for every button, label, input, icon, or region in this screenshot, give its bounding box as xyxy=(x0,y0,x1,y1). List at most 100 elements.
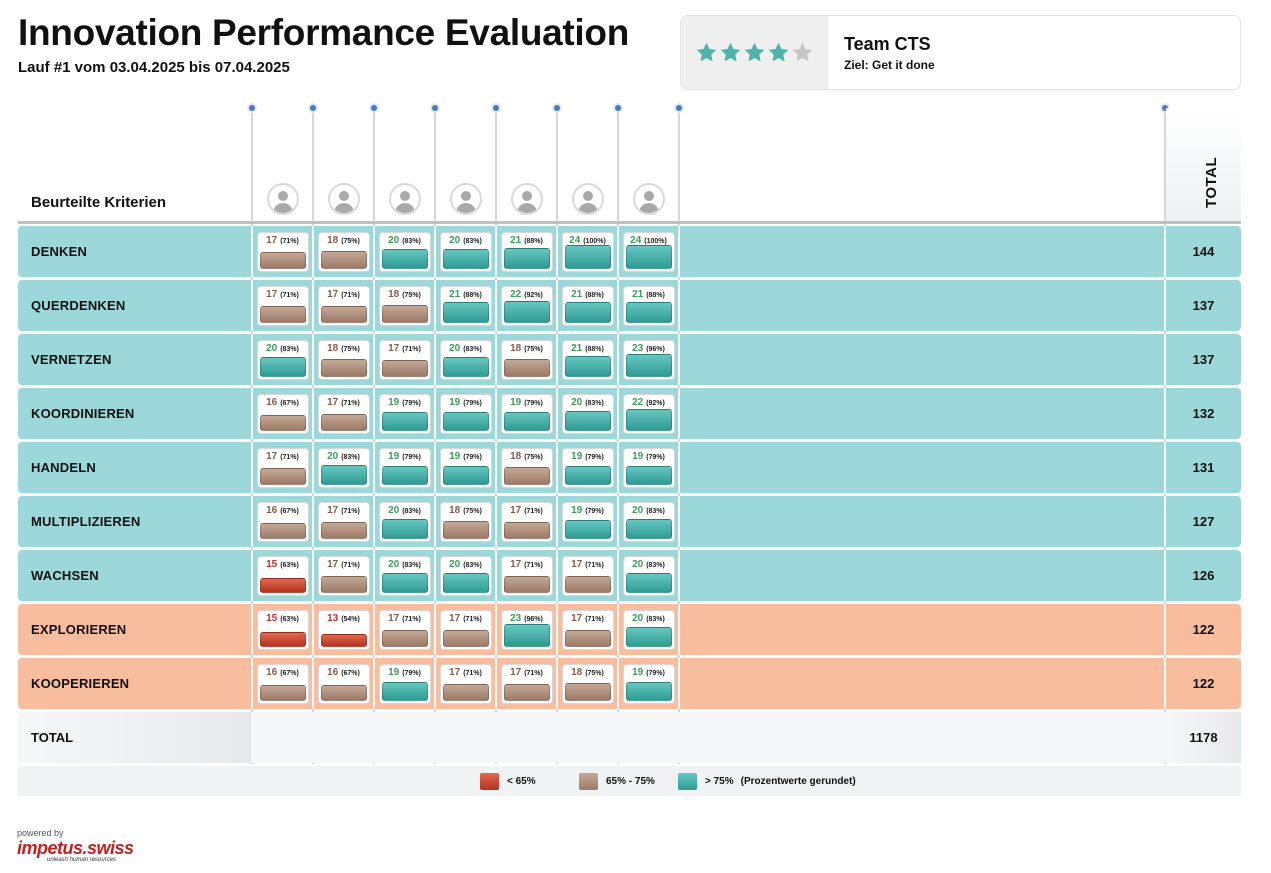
score-cell[interactable]: 16 (67%) xyxy=(317,664,370,704)
score-cell[interactable]: 19 (79%) xyxy=(622,448,675,488)
score-cell[interactable]: 20 (83%) xyxy=(622,610,675,650)
score-cell[interactable]: 17 (71%) xyxy=(317,502,370,542)
score-cell[interactable]: 20 (83%) xyxy=(378,502,431,542)
score-bar xyxy=(442,573,489,593)
score-cell[interactable]: 15 (63%) xyxy=(256,610,309,650)
score-cell[interactable]: 16 (67%) xyxy=(256,394,309,434)
score-cell[interactable]: 19 (79%) xyxy=(622,664,675,704)
score-cell[interactable]: 17 (71%) xyxy=(256,448,309,488)
score-cell[interactable]: 17 (71%) xyxy=(378,610,431,650)
score-cell[interactable]: 16 (67%) xyxy=(256,502,309,542)
score-percent: (79%) xyxy=(583,454,604,461)
score-percent: (83%) xyxy=(400,562,421,569)
column-handle[interactable] xyxy=(613,103,623,113)
score-cell[interactable]: 17 (71%) xyxy=(317,556,370,596)
score-value: 17 (71%) xyxy=(327,559,360,570)
score-cell[interactable]: 22 (92%) xyxy=(500,286,553,326)
score-cell[interactable]: 20 (83%) xyxy=(439,232,492,272)
score-value: 15 (63%) xyxy=(266,559,299,570)
score-cell[interactable]: 17 (71%) xyxy=(256,286,309,326)
score-percent: (67%) xyxy=(278,400,299,407)
score-cell[interactable]: 17 (71%) xyxy=(439,610,492,650)
score-percent: (79%) xyxy=(400,400,421,407)
participant-avatar-icon[interactable] xyxy=(510,183,543,215)
score-cell[interactable]: 17 (71%) xyxy=(561,556,614,596)
score-cell[interactable]: 19 (79%) xyxy=(439,448,492,488)
score-cell[interactable]: 17 (71%) xyxy=(378,340,431,380)
score-bar xyxy=(381,630,428,647)
score-bar xyxy=(259,523,306,539)
score-value: 17 (71%) xyxy=(266,289,299,300)
score-cell[interactable]: 18 (75%) xyxy=(317,340,370,380)
score-cell[interactable]: 18 (75%) xyxy=(378,286,431,326)
participant-avatar-icon[interactable] xyxy=(571,183,604,215)
score-cell[interactable]: 24 (100%) xyxy=(622,232,675,272)
score-cell[interactable]: 18 (75%) xyxy=(500,448,553,488)
score-value: 20 (83%) xyxy=(266,343,299,354)
score-cell[interactable]: 18 (75%) xyxy=(561,664,614,704)
participant-avatar-icon[interactable] xyxy=(632,183,665,215)
team-rating xyxy=(681,16,828,89)
score-cell[interactable]: 18 (75%) xyxy=(439,502,492,542)
score-cell[interactable]: 17 (71%) xyxy=(561,610,614,650)
score-cell[interactable]: 13 (54%) xyxy=(317,610,370,650)
score-value: 19 (79%) xyxy=(449,397,482,408)
score-cell[interactable]: 21 (88%) xyxy=(439,286,492,326)
column-handle[interactable] xyxy=(674,103,684,113)
score-cell[interactable]: 17 (71%) xyxy=(317,286,370,326)
score-cell[interactable]: 21 (88%) xyxy=(622,286,675,326)
score-cell[interactable]: 19 (79%) xyxy=(561,502,614,542)
score-value: 18 (75%) xyxy=(510,343,543,354)
column-handle[interactable] xyxy=(491,103,501,113)
score-cell[interactable]: 20 (83%) xyxy=(378,232,431,272)
score-cell[interactable]: 17 (71%) xyxy=(500,502,553,542)
score-cell[interactable]: 19 (79%) xyxy=(378,448,431,488)
score-cell[interactable]: 18 (75%) xyxy=(500,340,553,380)
score-cell[interactable]: 19 (79%) xyxy=(500,394,553,434)
score-bar xyxy=(625,466,672,485)
participant-avatar-icon[interactable] xyxy=(388,183,421,215)
score-cell[interactable]: 20 (83%) xyxy=(439,556,492,596)
score-cell[interactable]: 20 (83%) xyxy=(378,556,431,596)
score-cell[interactable]: 19 (79%) xyxy=(439,394,492,434)
score-cell[interactable]: 20 (83%) xyxy=(622,502,675,542)
score-cell[interactable]: 18 (75%) xyxy=(317,232,370,272)
score-cell[interactable]: 20 (83%) xyxy=(256,340,309,380)
score-cell[interactable]: 19 (79%) xyxy=(561,448,614,488)
score-cell[interactable]: 15 (63%) xyxy=(256,556,309,596)
score-cell[interactable]: 24 (100%) xyxy=(561,232,614,272)
score-cell[interactable]: 17 (71%) xyxy=(500,664,553,704)
score-cell[interactable]: 20 (83%) xyxy=(439,340,492,380)
column-handle[interactable] xyxy=(369,103,379,113)
score-cell[interactable]: 16 (67%) xyxy=(256,664,309,704)
criteria-label: KOORDINIEREN xyxy=(31,406,135,421)
score-cell[interactable]: 17 (71%) xyxy=(256,232,309,272)
participant-avatar-icon[interactable] xyxy=(327,183,360,215)
score-cell[interactable]: 19 (79%) xyxy=(378,664,431,704)
participant-avatar-icon[interactable] xyxy=(266,183,299,215)
score-cell[interactable]: 21 (88%) xyxy=(561,340,614,380)
score-cell[interactable]: 20 (83%) xyxy=(561,394,614,434)
criteria-label: MULTIPLIZIEREN xyxy=(31,514,141,529)
score-cell[interactable]: 23 (96%) xyxy=(622,340,675,380)
column-handle[interactable] xyxy=(247,103,257,113)
score-cell[interactable]: 17 (71%) xyxy=(317,394,370,434)
column-handle[interactable] xyxy=(308,103,318,113)
score-bar xyxy=(503,624,550,647)
score-cell[interactable]: 20 (83%) xyxy=(622,556,675,596)
impetus-logo[interactable]: impetus.swiss unleash human resources xyxy=(17,838,134,866)
column-handle[interactable] xyxy=(552,103,562,113)
score-cell[interactable]: 21 (88%) xyxy=(561,286,614,326)
score-value: 19 (79%) xyxy=(632,667,665,678)
score-cell[interactable]: 21 (88%) xyxy=(500,232,553,272)
score-cell[interactable]: 20 (83%) xyxy=(317,448,370,488)
score-bar xyxy=(564,245,611,269)
score-cell[interactable]: 19 (79%) xyxy=(378,394,431,434)
column-handle[interactable] xyxy=(430,103,440,113)
participant-avatar-icon[interactable] xyxy=(449,183,482,215)
score-cell[interactable]: 17 (71%) xyxy=(439,664,492,704)
score-bar xyxy=(381,360,428,377)
score-cell[interactable]: 22 (92%) xyxy=(622,394,675,434)
score-cell[interactable]: 23 (96%) xyxy=(500,610,553,650)
score-cell[interactable]: 17 (71%) xyxy=(500,556,553,596)
